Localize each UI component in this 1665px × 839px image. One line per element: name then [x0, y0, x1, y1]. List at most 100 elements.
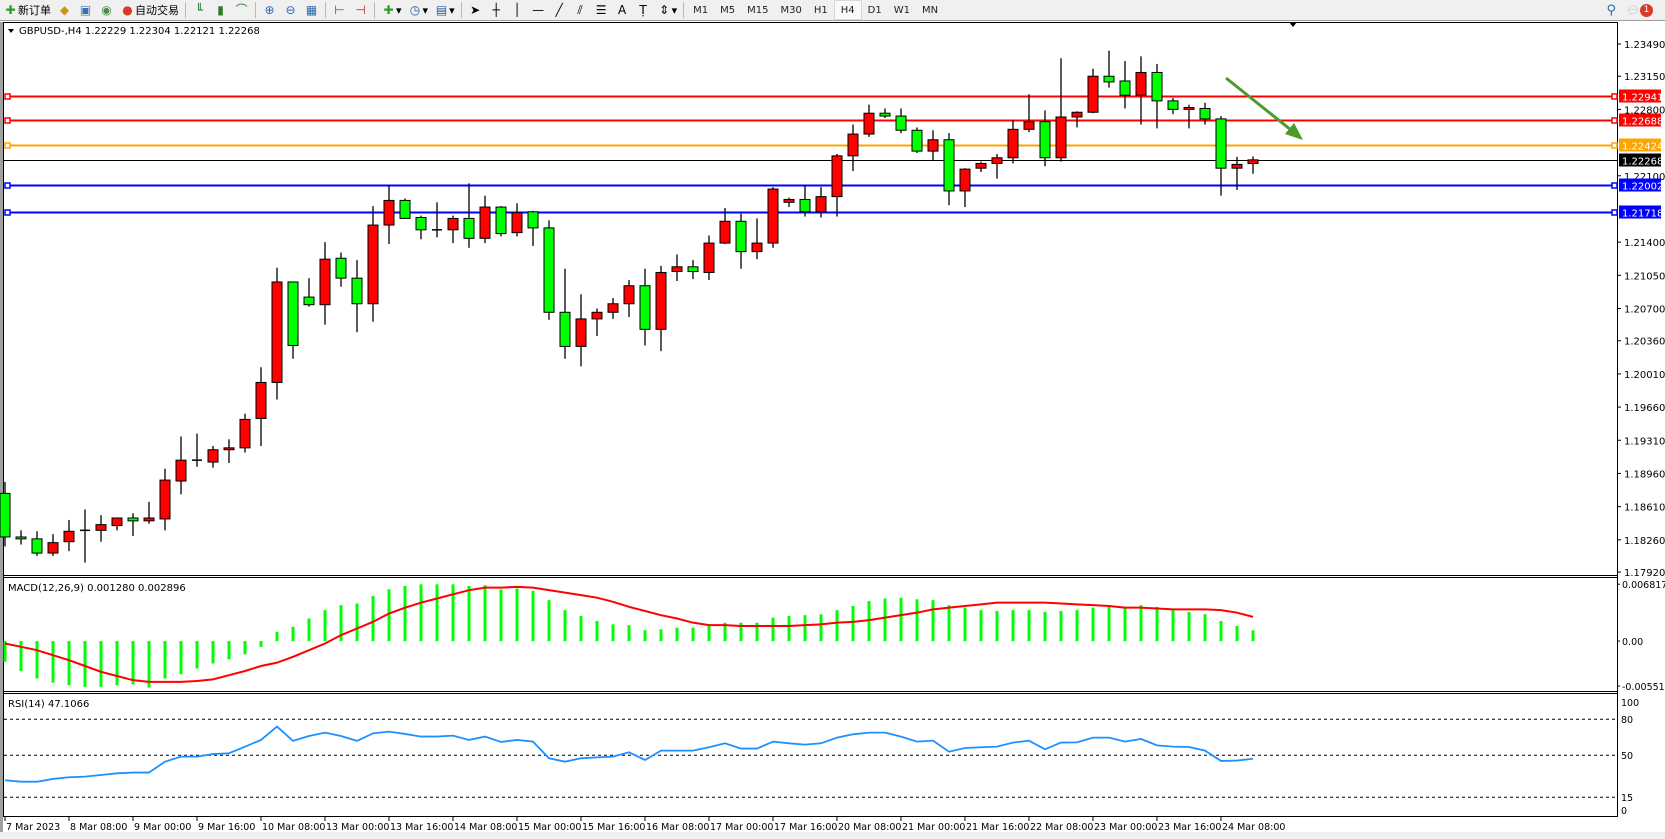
toolbar: ✚ 新订单 ◆ ▣ ◉ ● 自动交易 ╙ ▮ ⌒ ⊕ ⊖ ▦ ⊢ ⊣ ✚ ▾ ◷ ▾ ▤…: [0, 0, 1665, 21]
macd-histogram-bar: [915, 599, 919, 641]
data-window-button[interactable]: ▣: [75, 1, 96, 19]
candle-bearish: [1199, 107, 1211, 120]
candle-bullish: [959, 168, 971, 192]
macd-histogram-bar: [307, 618, 311, 641]
macd-histogram-bar: [83, 641, 87, 687]
toolbar-divider: [185, 2, 186, 18]
chart-shift-marker-icon[interactable]: [1289, 22, 1297, 27]
timeframe-h1[interactable]: H1: [813, 4, 828, 16]
price-tick-label: 1.22800: [1624, 105, 1665, 116]
new-order-label: 新订单: [18, 4, 51, 17]
time-tick-label: 8 Mar 08:00: [70, 822, 127, 833]
timeframe-m15[interactable]: M15: [747, 4, 769, 16]
trendline-button[interactable]: ╱: [549, 1, 570, 19]
time-tick-label: 21 Mar 00:00: [902, 822, 965, 833]
candlestick-icon: ▮: [217, 2, 224, 17]
rsi-tick-label: 100: [1621, 698, 1639, 709]
candle-bullish: [175, 459, 187, 482]
line-handle-left-icon: [4, 209, 11, 216]
macd-histogram-bar: [35, 641, 39, 679]
macd-indicator: 0.006817 0.00 -0.005518: [3, 580, 1665, 693]
line-handle-left-icon: [4, 182, 11, 189]
line-handle-right-icon: [1611, 117, 1618, 124]
candle-bullish: [927, 139, 939, 152]
new-order-button[interactable]: ✚ 新订单: [0, 1, 54, 19]
toolbar-divider: [255, 2, 256, 18]
macd-histogram-bar: [1235, 626, 1239, 641]
fibonacci-button[interactable]: ☰: [591, 1, 612, 19]
candle-bullish: [207, 449, 219, 463]
price-tick-label: 1.20700: [1624, 304, 1665, 315]
macd-histogram-bar: [3, 641, 7, 662]
timeframe-d1[interactable]: D1: [867, 4, 882, 16]
crosshair-button[interactable]: ┼: [486, 1, 507, 19]
candle-bearish: [895, 115, 907, 131]
candle-bearish: [495, 206, 507, 235]
timeframe-h4[interactable]: H4: [833, 0, 862, 20]
timeframe-m1[interactable]: M1: [693, 4, 709, 16]
candle-bullish: [847, 133, 859, 157]
notification-badge: 1: [1640, 3, 1653, 17]
candle-bearish: [287, 281, 299, 346]
timeframe-m30[interactable]: M30: [780, 4, 802, 16]
chat-bubble-icon: 💬︎: [1626, 3, 1640, 17]
auto-trading-button[interactable]: ● 自动交易: [117, 1, 182, 19]
line-chart-button[interactable]: ⌒: [231, 1, 252, 19]
trend-arrow[interactable]: [1225, 76, 1303, 140]
candlestick-button[interactable]: ▮: [210, 1, 231, 19]
text-button[interactable]: A: [612, 1, 633, 19]
candle-bearish: [687, 266, 699, 273]
periods-button[interactable]: ◷ ▾: [405, 1, 432, 19]
macd-histogram-bar: [499, 589, 503, 641]
macd-histogram-bar: [835, 610, 839, 641]
auto-scroll-button[interactable]: ⊢: [329, 1, 350, 19]
vertical-line-button[interactable]: │: [507, 1, 528, 19]
time-tick-label: 13 Mar 00:00: [326, 822, 389, 833]
macd-histogram-bar: [531, 591, 535, 641]
macd-histogram-bar: [403, 586, 407, 641]
time-tick-label: 17 Mar 00:00: [710, 822, 773, 833]
macd-histogram-bar: [979, 610, 983, 641]
signals-button[interactable]: ◉: [96, 1, 117, 19]
text-label-button[interactable]: Ṭ: [633, 1, 654, 19]
timeframe-mn[interactable]: MN: [921, 4, 939, 16]
arrows-button[interactable]: ⇕ ▾: [654, 1, 681, 19]
macd-histogram-bar: [1187, 611, 1191, 641]
macd-histogram-bar: [579, 616, 583, 641]
indicators-button[interactable]: ✚ ▾: [378, 1, 405, 19]
macd-histogram-bar: [595, 621, 599, 641]
time-axis: 7 Mar 2023 8 Mar 08:00 9 Mar 00:00 9 Mar 16…: [4, 817, 1285, 833]
zoom-out-button[interactable]: ⊖: [280, 1, 301, 19]
bar-chart-button[interactable]: ╙: [189, 1, 210, 19]
cursor-button[interactable]: ➤: [465, 1, 486, 19]
macd-histogram-bar: [1043, 611, 1047, 641]
tile-windows-button[interactable]: ▦: [301, 1, 322, 19]
candle-bullish: [1087, 75, 1099, 113]
candle-bearish: [639, 285, 651, 330]
candle-bearish: [463, 217, 475, 239]
price-tick-label: 1.17920: [1624, 568, 1665, 579]
symbol-dropdown-icon[interactable]: [8, 29, 14, 33]
search-icon[interactable]: ⚲: [1606, 2, 1617, 18]
market-watch-button[interactable]: ◆: [54, 1, 75, 19]
time-tick-label: 22 Mar 08:00: [1030, 822, 1093, 833]
candle-bullish: [111, 517, 123, 527]
templates-button[interactable]: ▤ ▾: [431, 1, 458, 19]
candle-bullish: [63, 530, 75, 543]
zoom-in-button[interactable]: ⊕: [259, 1, 280, 19]
chart-shift-button[interactable]: ⊣: [350, 1, 371, 19]
notifications-button[interactable]: 💬︎ 1: [1626, 3, 1653, 17]
macd-histogram-bar: [787, 616, 791, 641]
equidistant-channel-button[interactable]: ⫽: [570, 1, 591, 19]
macd-histogram-bar: [1251, 630, 1255, 641]
timeframe-m5[interactable]: M5: [720, 4, 736, 16]
time-tick-label: 20 Mar 08:00: [838, 822, 901, 833]
macd-histogram-bar: [739, 622, 743, 641]
macd-signal-line: [4, 585, 1254, 683]
dropdown-arrow-icon: ▾: [422, 3, 429, 17]
line-handle-left-icon: [4, 93, 11, 100]
candle-bearish: [415, 216, 427, 231]
horizontal-line-button[interactable]: —: [528, 1, 549, 19]
timeframe-w1[interactable]: W1: [893, 4, 910, 16]
